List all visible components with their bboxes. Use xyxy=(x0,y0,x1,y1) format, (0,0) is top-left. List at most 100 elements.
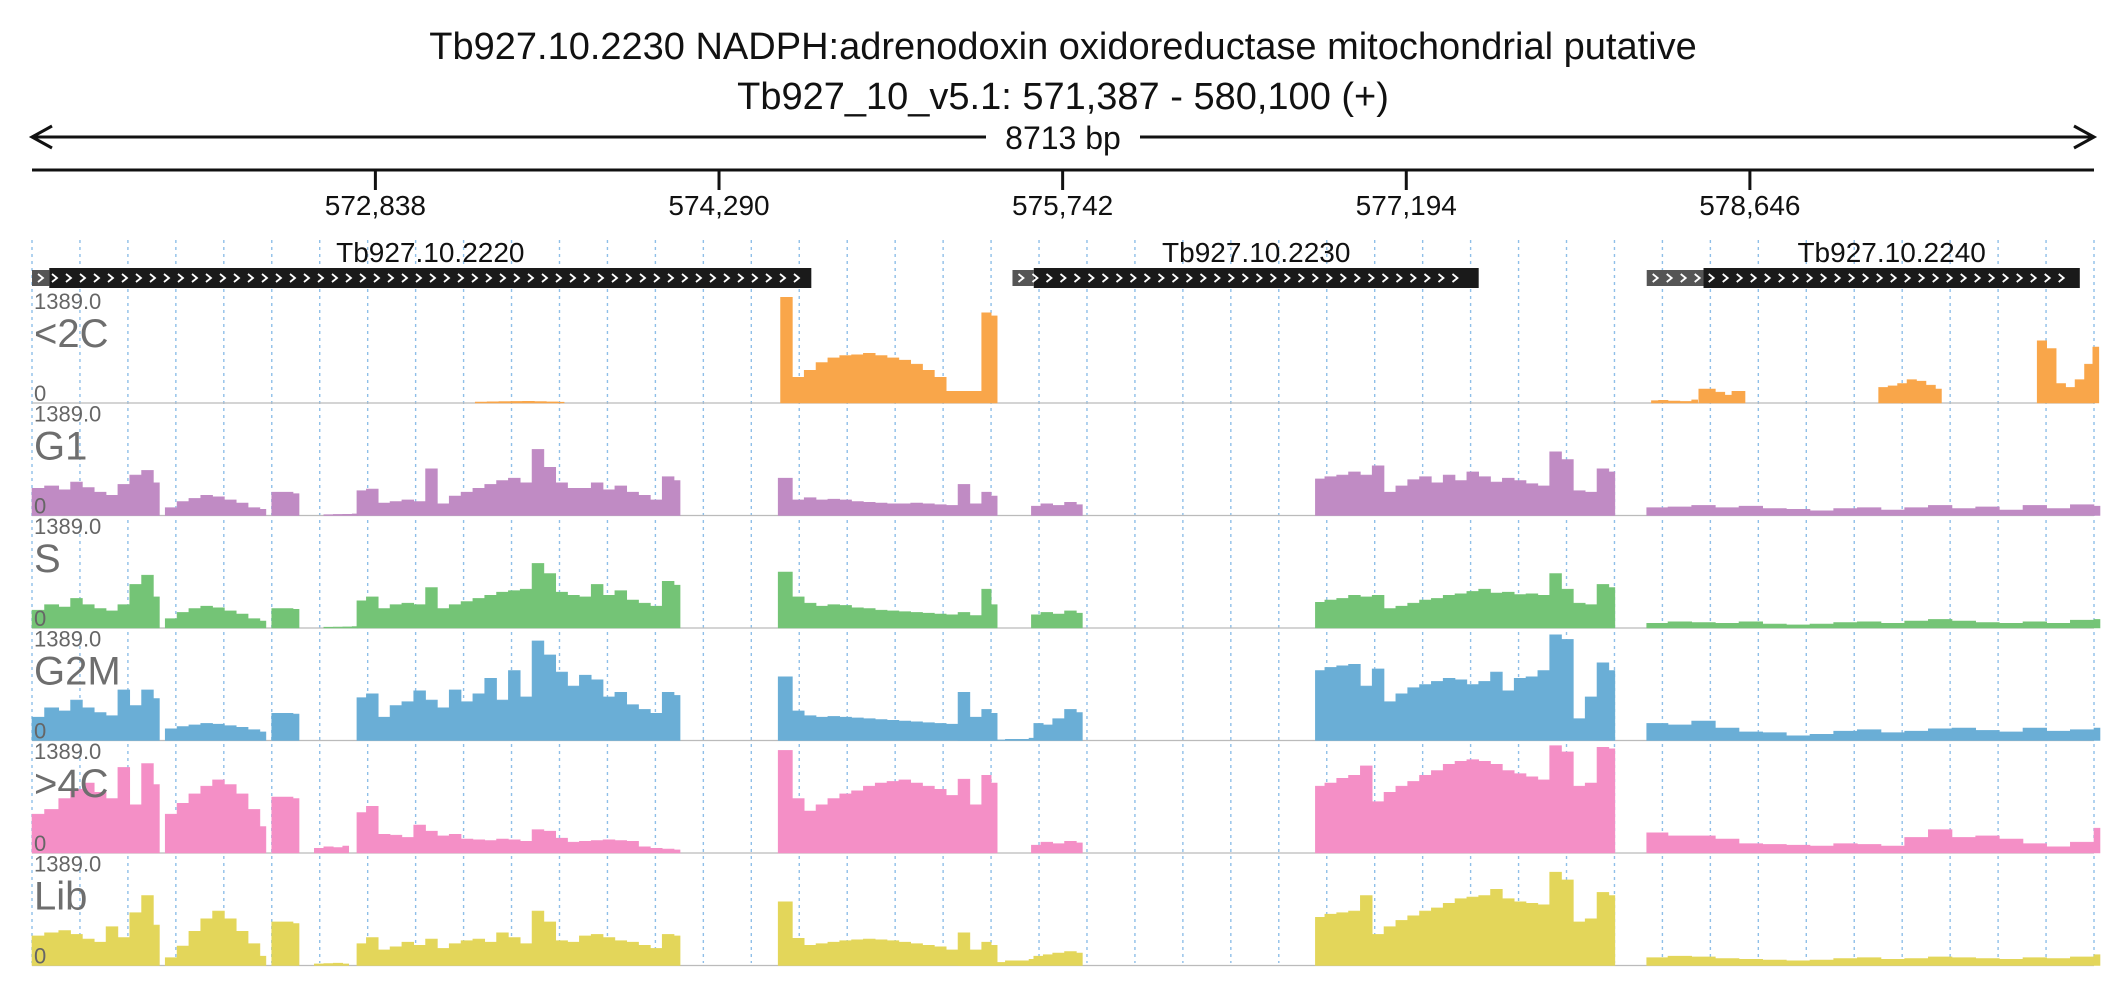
strand-arrow-icon xyxy=(275,273,283,283)
strand-arrow-icon xyxy=(625,273,633,283)
coverage-area xyxy=(271,608,300,629)
coverage-area xyxy=(780,296,998,404)
strand-arrow-icon xyxy=(1213,273,1221,283)
strand-arrow-icon xyxy=(793,273,801,283)
strand-arrow-icon xyxy=(457,273,465,283)
strand-arrow-icon xyxy=(1778,273,1786,283)
strand-arrow-icon xyxy=(1409,273,1417,283)
strand-arrow-icon xyxy=(1666,273,1674,283)
strand-arrow-icon xyxy=(1437,273,1445,283)
strand-arrow-icon xyxy=(2030,273,2038,283)
y-min-label: 0 xyxy=(34,719,46,744)
strand-arrow-icon xyxy=(289,273,297,283)
coverage-area xyxy=(777,676,998,741)
coverage-area xyxy=(1315,745,1616,854)
strand-arrow-icon xyxy=(1932,273,1940,283)
strand-arrow-icon xyxy=(779,273,787,283)
gene-body xyxy=(1703,268,2080,288)
coverage-area xyxy=(1031,610,1083,629)
strand-arrow-icon xyxy=(597,273,605,283)
strand-arrow-icon xyxy=(695,273,703,283)
strand-arrow-icon xyxy=(1918,273,1926,283)
strand-arrow-icon xyxy=(359,273,367,283)
strand-arrow-icon xyxy=(65,273,73,283)
gene-body xyxy=(1033,268,1479,288)
coverage-area xyxy=(323,626,359,629)
strand-arrow-icon xyxy=(513,273,521,283)
strand-arrow-icon xyxy=(1353,273,1361,283)
strand-arrow-icon xyxy=(1059,273,1067,283)
gene-body xyxy=(49,268,812,288)
strand-arrow-icon xyxy=(219,273,227,283)
coverage-area xyxy=(1646,954,2101,966)
strand-arrow-icon xyxy=(541,273,549,283)
chart-title: Tb927.10.2230 NADPH:adrenodoxin oxidored… xyxy=(429,26,1696,68)
strand-arrow-icon xyxy=(1652,273,1660,283)
strand-arrow-icon xyxy=(583,273,591,283)
coverage-area xyxy=(323,513,359,516)
coverage-area xyxy=(1646,619,2101,629)
coverage-area xyxy=(1315,634,1616,741)
coverage-area xyxy=(31,574,160,629)
strand-arrow-icon xyxy=(709,273,717,283)
coverage-area xyxy=(356,806,681,854)
ruler-ticks: 572,838 574,290 575,742 577,194 578,646 xyxy=(325,170,1801,221)
strand-arrow-icon xyxy=(723,273,731,283)
coverage-area xyxy=(957,951,1083,966)
track-name: >4C xyxy=(34,762,109,806)
coverage-area xyxy=(314,845,350,854)
strand-arrow-icon xyxy=(2044,273,2052,283)
strand-arrow-icon xyxy=(1199,273,1207,283)
strand-arrow-icon xyxy=(1283,273,1291,283)
coverage-area xyxy=(164,605,267,629)
strand-arrow-icon xyxy=(1143,273,1151,283)
track-2: 1389.0 0 S xyxy=(31,514,2101,631)
strand-arrow-icon xyxy=(1708,273,1716,283)
coverage-area xyxy=(1031,841,1083,854)
strand-arrow-icon xyxy=(1031,273,1039,283)
strand-arrow-icon xyxy=(429,273,437,283)
strand-arrow-icon xyxy=(247,273,255,283)
strand-arrow-icon xyxy=(737,273,745,283)
strand-arrow-icon xyxy=(1297,273,1305,283)
strand-arrow-icon xyxy=(765,273,773,283)
strand-arrow-icon xyxy=(1381,273,1389,283)
gene-utr xyxy=(1646,270,1704,286)
coverage-area xyxy=(31,895,160,966)
strand-arrow-icon xyxy=(37,273,45,283)
coverage-area xyxy=(1315,871,1616,966)
y-min-label: 0 xyxy=(34,944,46,969)
strand-arrow-icon xyxy=(1101,273,1109,283)
strand-arrow-icon xyxy=(667,273,675,283)
track-3: 1389.0 0 G2M xyxy=(31,627,2101,744)
tick-label: 578,646 xyxy=(1699,190,1800,221)
strand-arrow-icon xyxy=(345,273,353,283)
strand-arrow-icon xyxy=(751,273,759,283)
strand-arrow-icon xyxy=(373,273,381,283)
span-arrow-left xyxy=(28,124,53,150)
strand-arrow-icon xyxy=(1792,273,1800,283)
strand-arrow-icon xyxy=(1834,273,1842,283)
strand-arrow-icon xyxy=(1087,273,1095,283)
coverage-area xyxy=(1646,827,2101,854)
strand-arrow-icon xyxy=(1451,273,1459,283)
strand-arrow-icon xyxy=(1227,273,1235,283)
strand-arrow-icon xyxy=(1339,273,1347,283)
coverage-area xyxy=(777,901,998,966)
track-name: G2M xyxy=(34,650,121,694)
strand-arrow-icon xyxy=(261,273,269,283)
strand-arrow-icon xyxy=(1946,273,1954,283)
coverage-area xyxy=(314,962,350,966)
coverage-area xyxy=(164,494,267,516)
y-max-label: 1389.0 xyxy=(34,289,101,314)
strand-arrow-icon xyxy=(51,273,59,283)
strand-arrow-icon xyxy=(387,273,395,283)
track-name: S xyxy=(34,537,61,581)
coverage-area xyxy=(777,750,998,854)
coverage-area xyxy=(31,470,160,516)
coverage-area xyxy=(271,796,300,854)
track-5: 1389.0 0 Lib xyxy=(31,852,2101,969)
coverage-area xyxy=(777,571,998,629)
coverage-area xyxy=(957,709,1083,741)
y-min-label: 0 xyxy=(34,606,46,631)
